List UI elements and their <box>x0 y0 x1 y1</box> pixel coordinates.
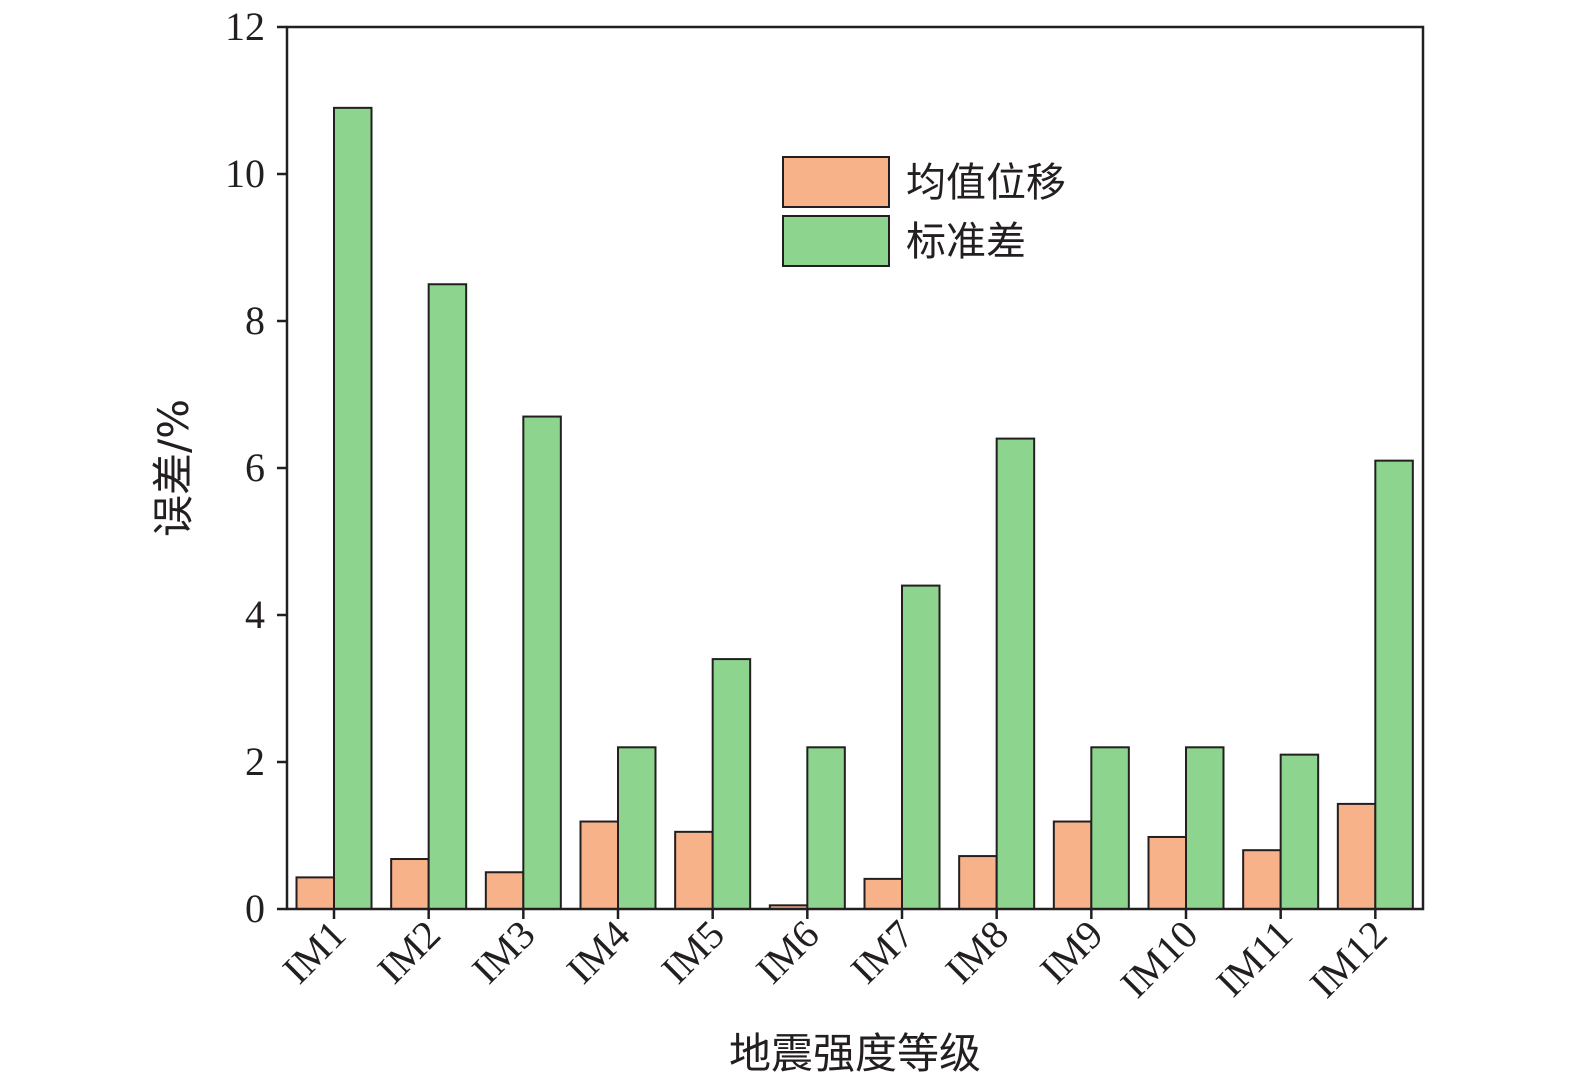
x-tick-label-im12: IM12 <box>1301 912 1396 1007</box>
bar-mean-displacement-im7 <box>863 877 903 910</box>
y-tick-label-8: 8 <box>245 298 265 343</box>
bar-mean-displacement-im5 <box>674 830 714 911</box>
bar-mean-displacement-im4 <box>579 820 619 911</box>
bar-std-dev-im8 <box>995 437 1036 910</box>
bars-layer <box>295 106 1414 911</box>
bar-std-dev-im7 <box>901 584 941 910</box>
bar-std-dev-im6 <box>806 746 846 910</box>
legend-label-std-dev: 标准差 <box>906 219 1026 265</box>
bar-mean-displacement-im3 <box>484 871 525 910</box>
bar-mean-displacement-im2 <box>390 858 430 911</box>
x-tick-label-im8: IM8 <box>937 912 1018 993</box>
bar-mean-displacement-im12 <box>1336 802 1377 911</box>
x-tick-label-im5: IM5 <box>653 912 734 993</box>
y-tick-label-6: 6 <box>245 445 265 490</box>
bar-std-dev-im3 <box>522 415 562 910</box>
bar-std-dev-im4 <box>617 746 657 910</box>
y-tick-label-4: 4 <box>245 592 265 637</box>
y-tick-label-2: 2 <box>245 739 265 784</box>
x-tick-label-im4: IM4 <box>558 912 639 993</box>
x-tick-label-im10: IM10 <box>1112 912 1207 1007</box>
legend: 均值位移 标准差 <box>782 156 1066 267</box>
bar-mean-displacement-im10 <box>1147 835 1187 910</box>
bar-mean-displacement-im1 <box>295 876 335 911</box>
legend-label-mean-displacement: 均值位移 <box>906 160 1066 206</box>
bar-std-dev-im9 <box>1090 746 1130 910</box>
bar-mean-displacement-im11 <box>1242 849 1282 911</box>
y-tick-label-12: 12 <box>225 4 265 49</box>
x-tick-label-im9: IM9 <box>1031 912 1112 993</box>
bar-mean-displacement-im8 <box>958 855 998 911</box>
x-tick-label-im1: IM1 <box>274 912 355 993</box>
x-axis: IM1 IM2 IM3 IM4 IM5 IM6 IM7 IM8 IM9 IM10 IM11 IM12 <box>274 909 1396 1006</box>
bar-std-dev-im2 <box>427 283 468 910</box>
x-axis-title: 地震强度等级 <box>729 1029 981 1078</box>
bar-std-dev-im11 <box>1279 753 1320 911</box>
bar-mean-displacement-im9 <box>1052 820 1093 911</box>
y-tick-label-0: 0 <box>245 886 265 931</box>
bar-std-dev-im1 <box>333 106 373 911</box>
bar-std-dev-im12 <box>1374 459 1414 910</box>
x-tick-label-im3: IM3 <box>463 912 544 993</box>
legend-swatch-mean-displacement <box>782 156 890 208</box>
x-tick-label-im2: IM2 <box>369 912 450 993</box>
y-axis-title: 误差/% <box>149 399 198 537</box>
x-tick-label-im7: IM7 <box>842 912 923 993</box>
y-axis: 0 2 4 6 8 10 12 <box>225 4 287 931</box>
x-tick-label-im11: IM11 <box>1207 912 1301 1006</box>
x-tick-label-im6: IM6 <box>747 912 828 993</box>
y-tick-label-10: 10 <box>225 151 265 196</box>
bar-std-dev-im10 <box>1185 746 1225 910</box>
legend-swatch-std-dev <box>782 215 890 267</box>
bar-std-dev-im5 <box>711 658 752 910</box>
